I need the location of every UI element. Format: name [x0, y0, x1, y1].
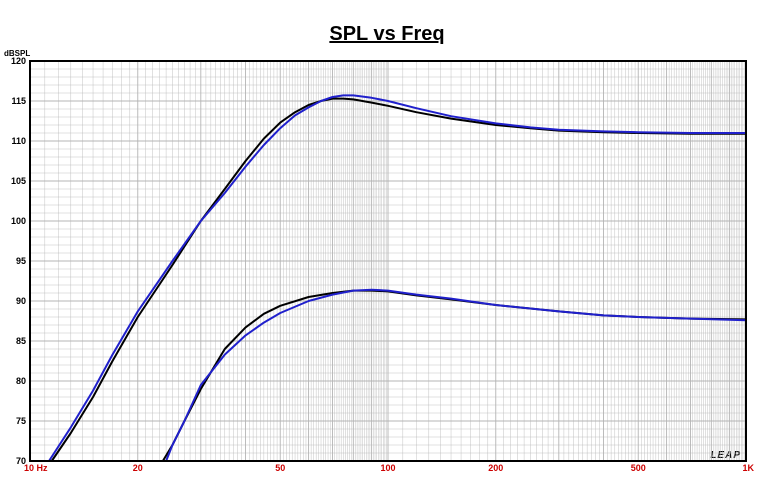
grid	[30, 61, 746, 461]
plot-frame	[29, 60, 747, 462]
plot-frame-border	[29, 60, 747, 462]
y-tick-label: 70	[16, 456, 26, 466]
series-group	[29, 94, 747, 462]
chart-title: SPL vs Freq	[329, 23, 444, 45]
brand-logo-text: LEAP	[710, 450, 741, 461]
x-tick-label: 10 Hz	[24, 463, 48, 473]
series-line-2	[48, 94, 747, 462]
x-tick-label: 20	[133, 463, 143, 473]
x-tick-label: 200	[488, 463, 503, 473]
y-tick-label: 105	[11, 176, 26, 186]
x-tick-label: 500	[631, 463, 646, 473]
x-tick-label: 1K	[742, 463, 754, 473]
y-tick-label: 75	[16, 416, 26, 426]
x-tick-label: 50	[275, 463, 285, 473]
y-tick-label: 110	[11, 136, 26, 146]
x-axis-ticks: 10 Hz 20 50 100 200 500 1K	[24, 463, 754, 473]
y-tick-label: 115	[11, 96, 26, 106]
y-tick-label: 80	[16, 376, 26, 386]
series-line-1	[50, 97, 747, 462]
y-axis-ticks: 70 75 80 85 90 95 100 105 110 115 120	[11, 56, 26, 466]
y-tick-label: 120	[11, 56, 26, 66]
y-tick-label: 85	[16, 336, 26, 346]
series-line-4	[29, 288, 747, 462]
y-tick-label: 90	[16, 296, 26, 306]
y-tick-label: 100	[11, 216, 26, 226]
y-axis-label: dBSPL	[4, 49, 30, 58]
y-tick-label: 95	[16, 256, 26, 266]
x-tick-label: 100	[380, 463, 395, 473]
